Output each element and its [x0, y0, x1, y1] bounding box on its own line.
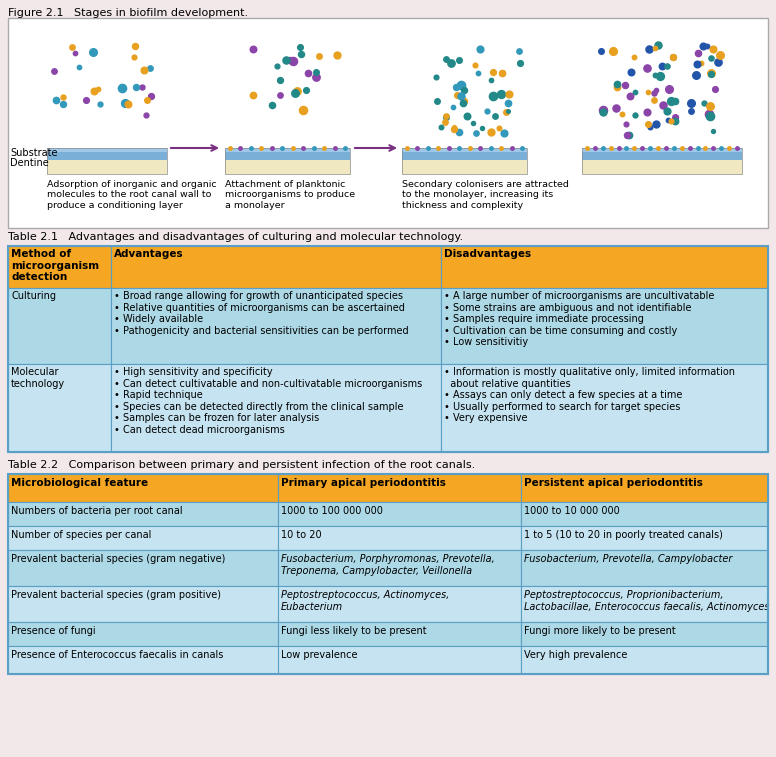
- Bar: [278, 646, 521, 674]
- Text: Prevalent bacterial species (gram negative): Prevalent bacterial species (gram negati…: [11, 554, 225, 564]
- Text: Numbers of bacteria per root canal: Numbers of bacteria per root canal: [11, 506, 182, 516]
- Text: Molecular
technology: Molecular technology: [11, 367, 65, 388]
- Bar: [8, 526, 278, 550]
- Text: Table 2.1   Advantages and disadvantages of culturing and molecular technology.: Table 2.1 Advantages and disadvantages o…: [8, 232, 463, 242]
- Text: Advantages: Advantages: [113, 249, 183, 259]
- Bar: [402, 148, 527, 152]
- Bar: [278, 622, 521, 646]
- Text: Presence of Enterococcus faecalis in canals: Presence of Enterococcus faecalis in can…: [11, 650, 223, 660]
- Bar: [8, 18, 768, 228]
- Text: Peptostreptococcus, Proprionibacterium,
Lactobacillae, Enterococcus faecalis, Ac: Peptostreptococcus, Proprionibacterium, …: [524, 590, 770, 612]
- Bar: [442, 288, 768, 364]
- Bar: [521, 502, 768, 526]
- Bar: [8, 502, 278, 526]
- Text: Attachment of planktonic
microorganisms to produce
a monolayer: Attachment of planktonic microorganisms …: [225, 180, 355, 210]
- Text: • Broad range allowing for growth of unanticipated species
• Relative quantities: • Broad range allowing for growth of una…: [113, 291, 408, 336]
- Text: Presence of fungi: Presence of fungi: [11, 626, 95, 636]
- Text: Figure 2.1   Stages in biofilm development.: Figure 2.1 Stages in biofilm development…: [8, 8, 248, 18]
- Text: Table 2.2   Comparison between primary and persistent infection of the root cana: Table 2.2 Comparison between primary and…: [8, 460, 475, 470]
- Bar: [225, 148, 350, 152]
- Bar: [111, 364, 442, 452]
- Bar: [278, 502, 521, 526]
- Text: Dentine: Dentine: [10, 158, 49, 168]
- Bar: [8, 246, 768, 452]
- Text: Fungi more likely to be present: Fungi more likely to be present: [524, 626, 676, 636]
- Bar: [8, 586, 278, 622]
- Text: Fusobacterium, Porphyromonas, Prevotella,
Treponema, Campylobacter, Veillonella: Fusobacterium, Porphyromonas, Prevotella…: [281, 554, 494, 575]
- Bar: [402, 160, 527, 174]
- Bar: [521, 526, 768, 550]
- Text: Prevalent bacterial species (gram positive): Prevalent bacterial species (gram positi…: [11, 590, 221, 600]
- Bar: [8, 288, 111, 364]
- Bar: [582, 148, 742, 152]
- Bar: [582, 148, 742, 174]
- Bar: [111, 246, 442, 288]
- Text: Number of species per canal: Number of species per canal: [11, 530, 151, 540]
- Bar: [442, 364, 768, 452]
- Text: Adsorption of inorganic and organic
molecules to the root canal wall to
produce : Adsorption of inorganic and organic mole…: [47, 180, 217, 210]
- Bar: [521, 586, 768, 622]
- Bar: [402, 148, 527, 174]
- Text: 1000 to 10 000 000: 1000 to 10 000 000: [524, 506, 620, 516]
- Bar: [521, 550, 768, 586]
- Bar: [8, 474, 768, 674]
- Text: Very high prevalence: Very high prevalence: [524, 650, 627, 660]
- Text: 1 to 5 (10 to 20 in poorly treated canals): 1 to 5 (10 to 20 in poorly treated canal…: [524, 530, 723, 540]
- Bar: [402, 148, 527, 160]
- Text: • High sensitivity and specificity
• Can detect cultivatable and non-cultivatabl: • High sensitivity and specificity • Can…: [113, 367, 422, 435]
- Text: Method of
microorganism
detection: Method of microorganism detection: [11, 249, 99, 282]
- Text: 10 to 20: 10 to 20: [281, 530, 321, 540]
- Bar: [111, 288, 442, 364]
- Bar: [521, 474, 768, 502]
- Bar: [8, 646, 278, 674]
- Bar: [521, 622, 768, 646]
- Bar: [225, 148, 350, 174]
- Bar: [278, 586, 521, 622]
- Bar: [47, 160, 167, 174]
- Bar: [8, 246, 111, 288]
- Bar: [278, 550, 521, 586]
- Bar: [47, 148, 167, 174]
- Text: Primary apical periodontitis: Primary apical periodontitis: [281, 478, 445, 488]
- Text: Fungi less likely to be present: Fungi less likely to be present: [281, 626, 427, 636]
- Bar: [521, 646, 768, 674]
- Bar: [225, 160, 350, 174]
- Text: Microbiological feature: Microbiological feature: [11, 478, 148, 488]
- Bar: [278, 474, 521, 502]
- Text: Culturing: Culturing: [11, 291, 56, 301]
- Text: • A large number of microorganisms are uncultivatable
• Some strains are ambiguo: • A large number of microorganisms are u…: [444, 291, 715, 347]
- Bar: [582, 148, 742, 160]
- Bar: [225, 148, 350, 160]
- Bar: [8, 622, 278, 646]
- Bar: [8, 550, 278, 586]
- Text: Disadvantages: Disadvantages: [444, 249, 532, 259]
- Text: • Information is mostly qualitative only, limited information
  about relative q: • Information is mostly qualitative only…: [444, 367, 735, 423]
- Bar: [47, 148, 167, 160]
- Text: Secondary colonisers are attracted
to the monolayer, increasing its
thickness an: Secondary colonisers are attracted to th…: [402, 180, 569, 210]
- Text: Fusobacterium, Prevotella, Campylobacter: Fusobacterium, Prevotella, Campylobacter: [524, 554, 733, 564]
- Bar: [278, 526, 521, 550]
- Text: Persistent apical periodontitis: Persistent apical periodontitis: [524, 478, 703, 488]
- Text: Peptostreptococcus, Actinomyces,
Eubacterium: Peptostreptococcus, Actinomyces, Eubacte…: [281, 590, 449, 612]
- Text: Substrate: Substrate: [10, 148, 57, 158]
- Text: Low prevalence: Low prevalence: [281, 650, 357, 660]
- Text: 1000 to 100 000 000: 1000 to 100 000 000: [281, 506, 383, 516]
- Bar: [47, 148, 167, 152]
- Bar: [582, 160, 742, 174]
- Bar: [8, 364, 111, 452]
- Bar: [442, 246, 768, 288]
- Bar: [8, 474, 278, 502]
